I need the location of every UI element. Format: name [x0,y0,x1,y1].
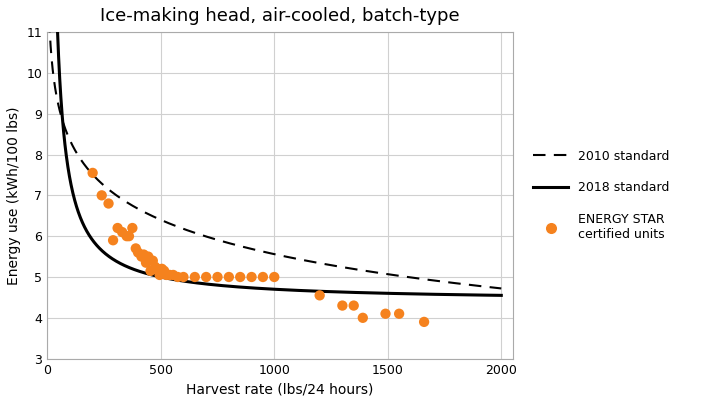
ENERGY STAR
certified units [164,272,176,278]
ENERGY STAR
certified units [159,268,170,274]
ENERGY STAR
certified units [223,274,234,280]
2018 standard [264,287,273,291]
ENERGY STAR
certified units [142,253,154,260]
ENERGY STAR
certified units [117,229,128,235]
Y-axis label: Energy use (kWh/100 lbs): Energy use (kWh/100 lbs) [7,106,21,285]
ENERGY STAR
certified units [268,274,280,280]
X-axis label: Harvest rate (lbs/24 hours): Harvest rate (lbs/24 hours) [187,382,374,396]
ENERGY STAR
certified units [314,292,325,299]
ENERGY STAR
certified units [246,274,257,280]
2010 standard [66,139,75,144]
ENERGY STAR
certified units [96,192,108,199]
ENERGY STAR
certified units [103,200,114,207]
Line: 2010 standard: 2010 standard [48,0,501,289]
ENERGY STAR
certified units [257,274,268,280]
ENERGY STAR
certified units [348,302,360,309]
ENERGY STAR
certified units [189,274,201,280]
Legend: 2010 standard, 2018 standard, ENERGY STAR
certified units: 2010 standard, 2018 standard, ENERGY STA… [528,145,674,246]
ENERGY STAR
certified units [140,260,152,266]
2010 standard [401,274,409,279]
ENERGY STAR
certified units [108,237,119,243]
ENERGY STAR
certified units [172,274,184,280]
ENERGY STAR
certified units [211,274,223,280]
ENERGY STAR
certified units [201,274,212,280]
ENERGY STAR
certified units [138,251,150,258]
ENERGY STAR
certified units [357,315,369,321]
ENERGY STAR
certified units [87,170,98,176]
2018 standard [483,293,492,297]
ENERGY STAR
certified units [234,274,246,280]
ENERGY STAR
certified units [167,272,179,278]
ENERGY STAR
certified units [121,233,132,239]
ENERGY STAR
certified units [145,268,156,274]
ENERGY STAR
certified units [127,225,138,231]
2018 standard [484,293,493,297]
ENERGY STAR
certified units [337,302,348,309]
ENERGY STAR
certified units [147,258,159,264]
Title: Ice-making head, air-cooled, batch-type: Ice-making head, air-cooled, batch-type [100,7,460,25]
ENERGY STAR
certified units [112,225,123,231]
ENERGY STAR
certified units [394,310,405,317]
2018 standard [252,286,261,291]
ENERGY STAR
certified units [178,274,189,280]
2018 standard [66,180,75,185]
ENERGY STAR
certified units [130,245,142,251]
ENERGY STAR
certified units [379,310,391,317]
2010 standard [483,285,492,289]
ENERGY STAR
certified units [136,253,147,260]
ENERGY STAR
certified units [123,233,135,239]
2010 standard [252,247,261,252]
ENERGY STAR
certified units [132,249,144,256]
2010 standard [484,285,493,289]
ENERGY STAR
certified units [156,266,167,272]
ENERGY STAR
certified units [419,319,430,325]
ENERGY STAR
certified units [154,272,165,278]
2018 standard [401,291,409,296]
2018 standard [497,293,506,298]
ENERGY STAR
certified units [150,264,161,270]
Line: 2018 standard: 2018 standard [48,0,501,295]
ENERGY STAR
certified units [152,266,163,272]
2010 standard [264,250,273,255]
2010 standard [497,286,506,291]
ENERGY STAR
certified units [161,272,172,278]
